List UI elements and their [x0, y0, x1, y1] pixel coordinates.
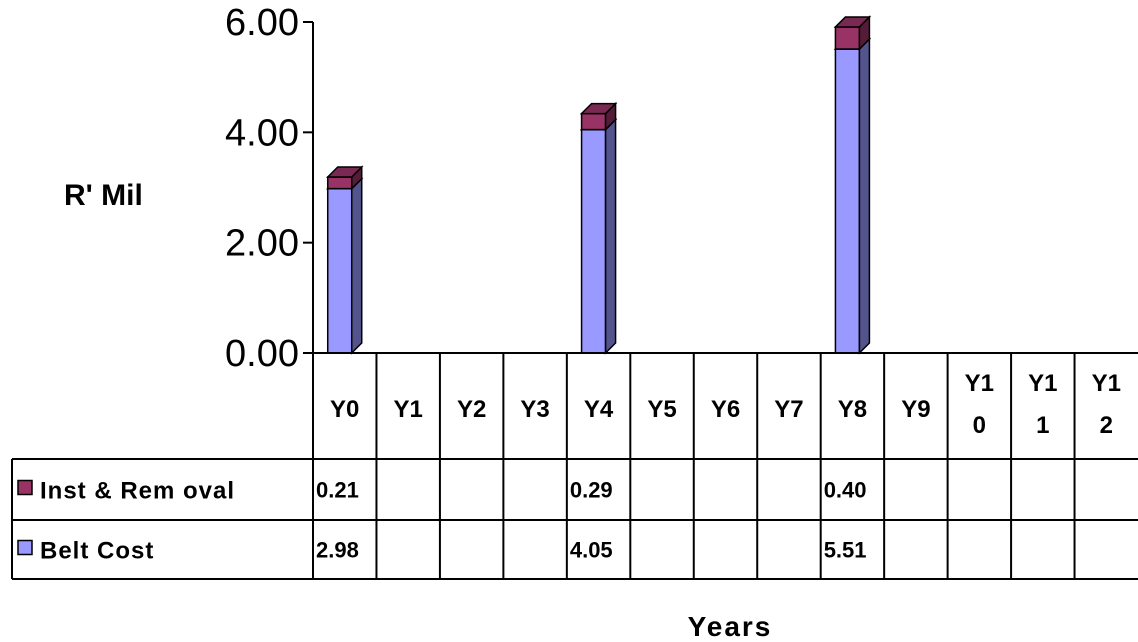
x-tick-label: Y1 0	[965, 370, 994, 439]
legend-swatch	[17, 539, 33, 556]
bar-segment	[833, 37, 872, 355]
y-tick-label: 6.00	[225, 2, 299, 44]
x-tick-label: Y9	[901, 396, 930, 423]
data-label: 5.51	[824, 538, 867, 563]
data-label: 0.29	[570, 478, 613, 503]
data-table: Y0 Y1 Y2 Y3 Y4 Y5 Y6 Y7 Y8 Y9 Y1 0 Y1 1 Y1 2 Inst & Rem …	[11, 352, 1138, 580]
x-axis-label: Years	[688, 611, 773, 642]
x-tick-label: Y1	[394, 396, 423, 423]
legend-label: Belt Cost	[40, 538, 154, 565]
legend-label: Inst & Rem oval	[40, 478, 235, 505]
y-axis-label: R' Mil	[64, 179, 143, 212]
x-tick-label: Y1 1	[1028, 370, 1057, 439]
data-label: 0.40	[824, 478, 867, 503]
data-label: 4.05	[570, 538, 613, 563]
bar-side	[858, 37, 871, 355]
data-label: 0.21	[316, 478, 359, 503]
data-label: 2.98	[316, 538, 359, 563]
bar-side	[604, 117, 617, 355]
bar-front	[834, 26, 861, 50]
y-axis: 0.00 2.00 4.00 6.00	[225, 2, 314, 375]
bar-side	[350, 176, 363, 355]
x-tick-label: Y5	[647, 396, 676, 423]
x-tick-label: Y4	[584, 396, 614, 423]
x-tick-label: Y1 2	[1092, 370, 1121, 439]
x-tick-label: Y3	[520, 396, 549, 423]
bar-segment	[325, 165, 364, 191]
bar-top	[833, 16, 872, 28]
bar-segment	[833, 15, 872, 51]
y-tick-label: 4.00	[225, 112, 299, 154]
bar-front	[326, 176, 353, 190]
bar-segment	[579, 101, 618, 132]
y-tick-label: 2.00	[225, 223, 299, 265]
x-tick-label: Y6	[711, 396, 740, 423]
bar-top	[579, 102, 618, 115]
x-tick-label: Y2	[457, 396, 486, 423]
bar-top	[325, 166, 364, 178]
x-tick-label: Y0	[330, 396, 359, 423]
y-tick-label: 0.00	[225, 333, 299, 375]
bar-front	[580, 112, 607, 131]
x-tick-label: Y8	[838, 396, 867, 423]
bars	[325, 15, 872, 355]
x-tick-label: Y7	[774, 396, 803, 423]
legend-swatch	[17, 479, 33, 496]
bar-segment	[325, 176, 364, 355]
bar-front	[580, 128, 607, 354]
bar-segment	[579, 117, 618, 355]
bar-front	[834, 48, 861, 354]
bar-front	[326, 187, 353, 354]
